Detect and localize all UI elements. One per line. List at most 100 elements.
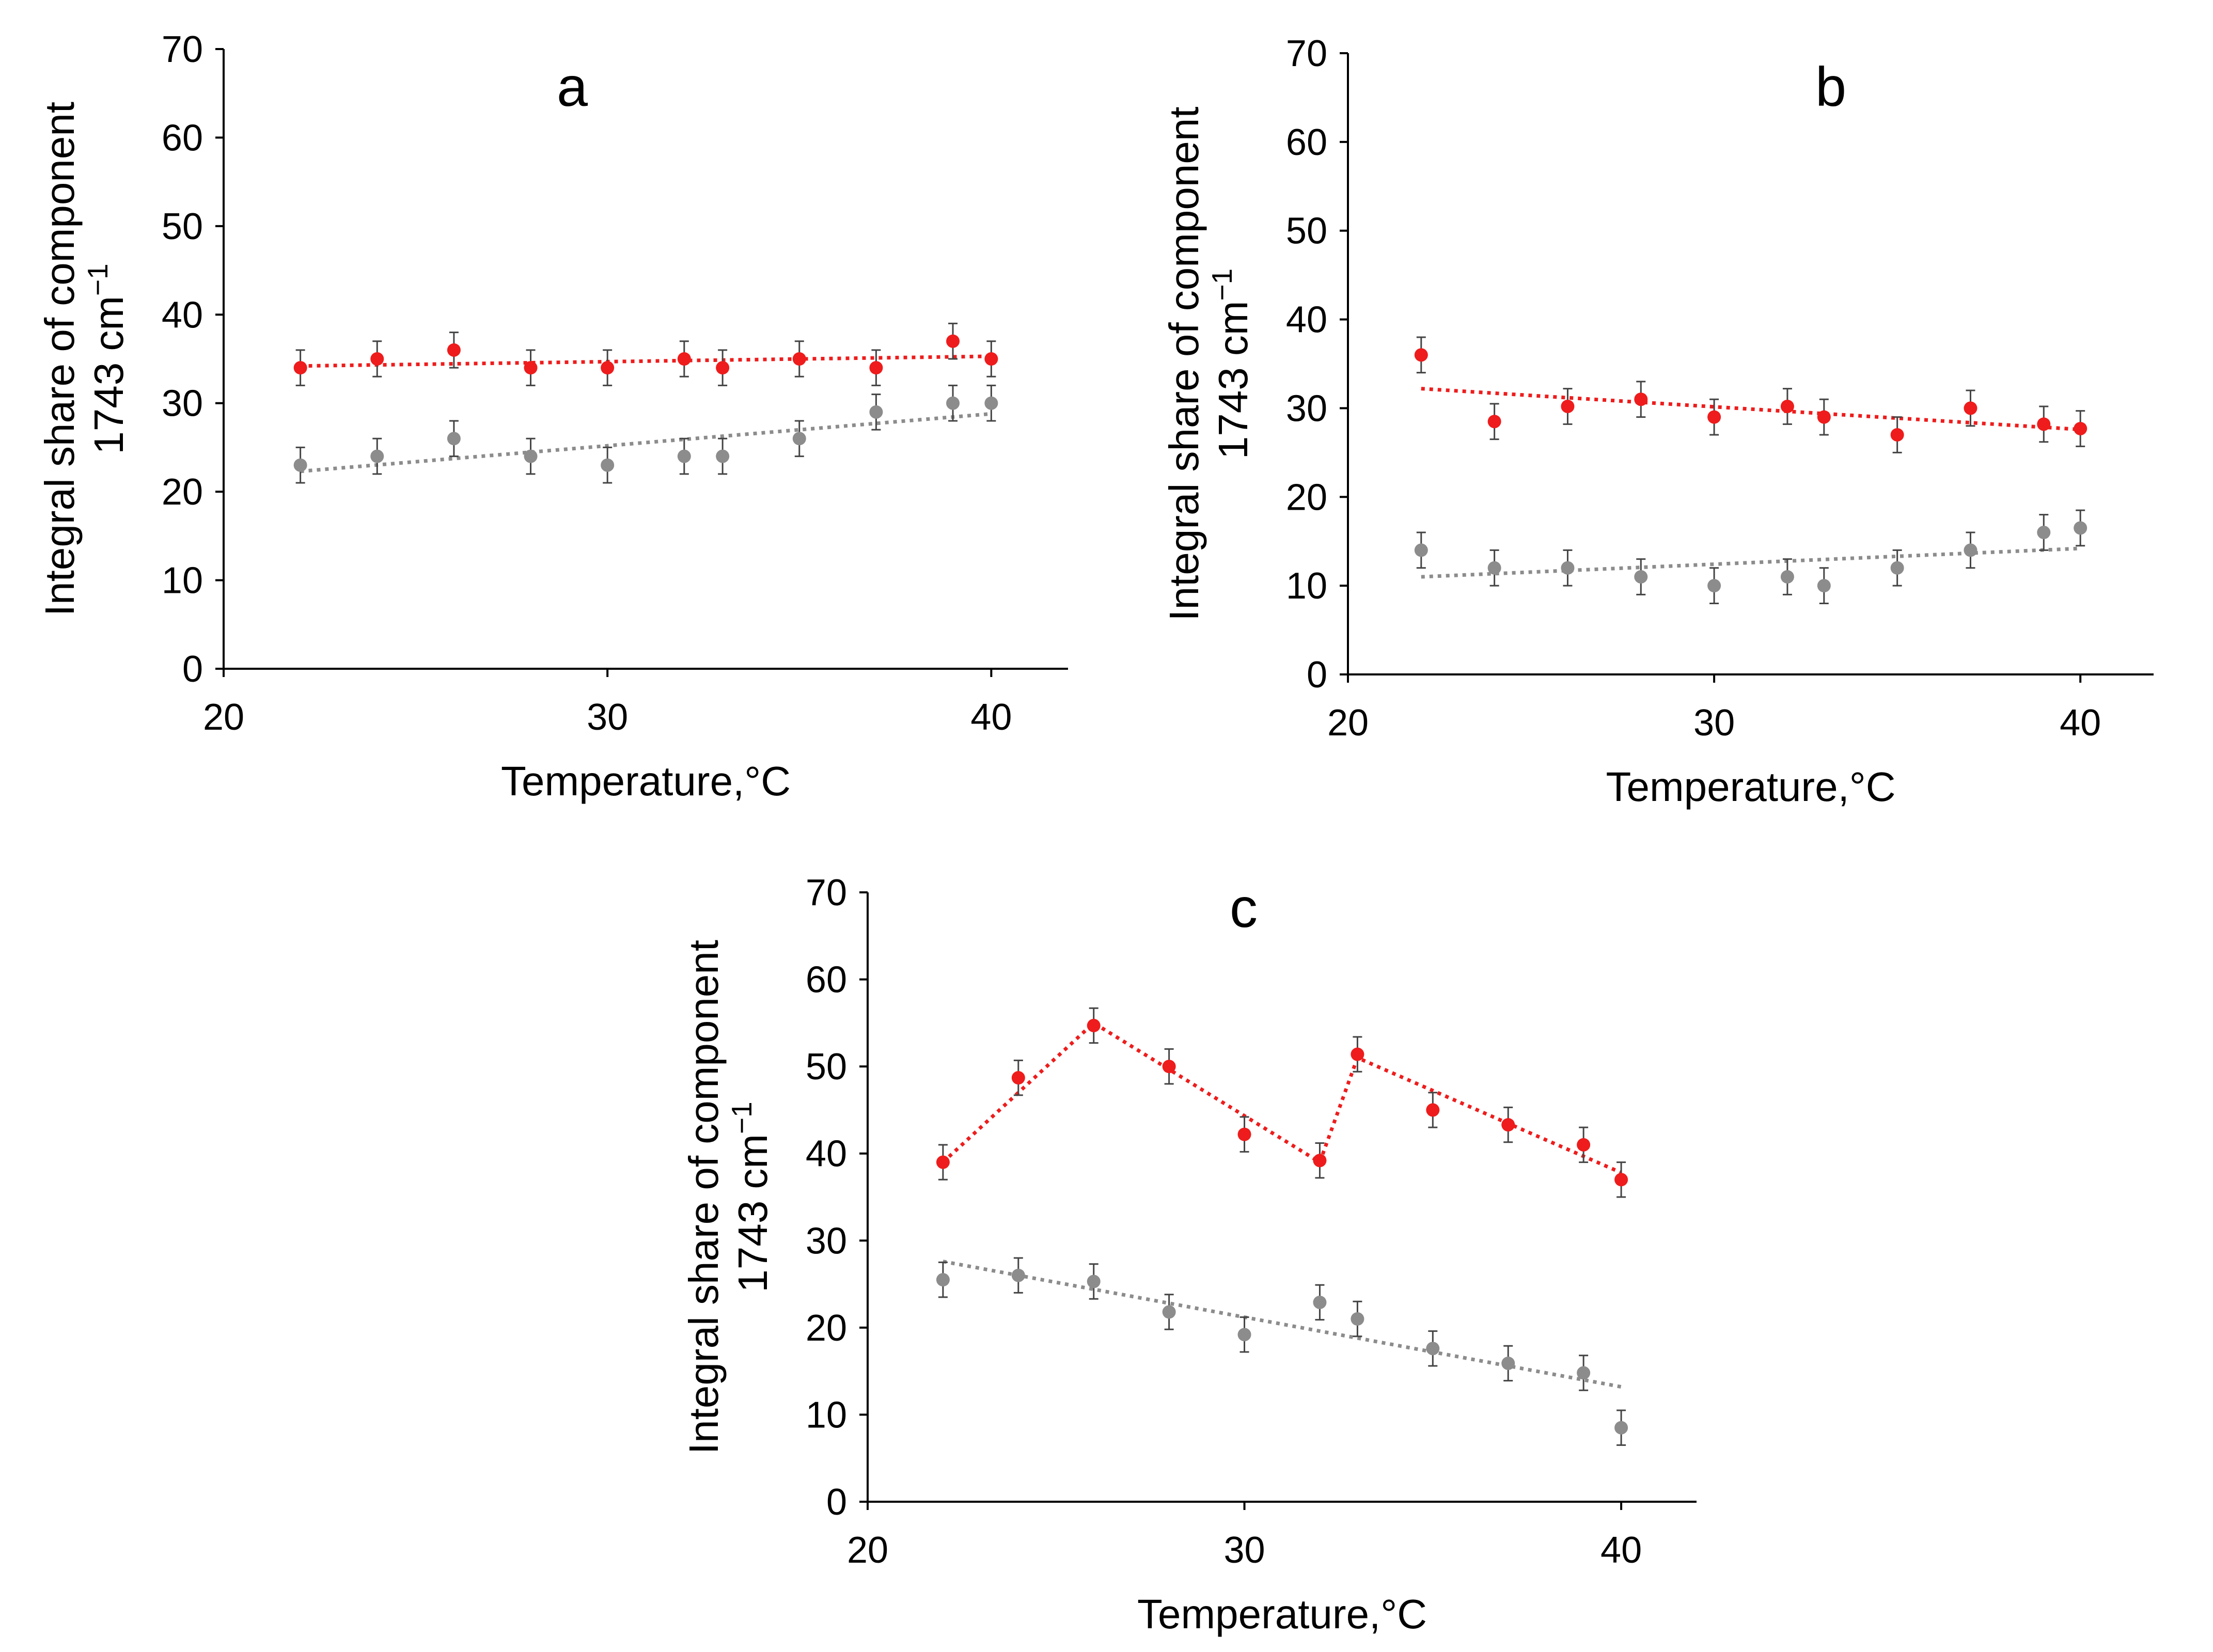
data-point-gray xyxy=(293,458,307,472)
y-axis-title-line2: 1743 cm xyxy=(1210,301,1256,459)
data-point-gray xyxy=(2037,526,2051,540)
data-point-red xyxy=(2074,421,2088,435)
data-point-red xyxy=(716,361,730,375)
data-point-gray xyxy=(677,449,691,463)
data-point-gray xyxy=(1964,543,1977,557)
data-point-red xyxy=(1964,401,1977,415)
data-point-gray xyxy=(1817,579,1831,593)
x-tick-label: 20 xyxy=(1327,702,1369,744)
data-point-gray xyxy=(1414,543,1428,557)
data-point-red xyxy=(1162,1060,1176,1074)
data-point-gray xyxy=(984,396,998,410)
chart-panel-b: b 0 10 20 30 40 50 60 70 20 30 40 Temperature,°C Int… xyxy=(1161,33,2154,810)
data-point-red xyxy=(601,361,615,375)
y-tick-label: 40 xyxy=(806,1134,847,1175)
data-point-red xyxy=(1890,428,1904,442)
y-tick-label: 0 xyxy=(826,1482,847,1523)
data-point-red xyxy=(293,361,307,375)
x-tick-label: 30 xyxy=(1693,702,1735,744)
data-point-red xyxy=(869,361,883,375)
x-tick-label: 20 xyxy=(847,1530,888,1571)
y-tick-label: 20 xyxy=(1286,477,1327,518)
data-point-red xyxy=(1487,415,1501,429)
data-point-red xyxy=(984,352,998,366)
data-point-red xyxy=(370,352,384,366)
x-axis-title: Temperature,°C xyxy=(1137,1591,1427,1637)
y-tick-label: 70 xyxy=(162,29,203,70)
data-point-red xyxy=(946,334,960,348)
data-point-gray xyxy=(1614,1421,1628,1435)
y-axis-title-line2: 1743 cm xyxy=(730,1134,776,1293)
y-tick-label: 10 xyxy=(162,560,203,602)
y-axis-title-line1: Integral share of component xyxy=(37,102,83,616)
trendline-red xyxy=(300,354,992,368)
x-tick-label: 20 xyxy=(203,697,244,738)
panel-label: a xyxy=(557,55,588,118)
data-point-gray xyxy=(946,396,960,410)
y-axis-title-line1: Integral share of component xyxy=(1161,106,1207,621)
trendline-gray xyxy=(1421,546,2081,579)
data-point-red xyxy=(524,361,538,375)
data-point-red xyxy=(1561,399,1575,413)
data-point-red xyxy=(1780,399,1794,413)
data-point-gray xyxy=(1780,570,1794,584)
data-point-gray xyxy=(2074,521,2088,535)
y-axis-title: Integral share of component1743 cm−1 xyxy=(37,102,132,616)
data-point-gray xyxy=(601,458,615,472)
y-tick-label: 20 xyxy=(162,471,203,513)
data-point-red xyxy=(1237,1127,1251,1141)
data-point-red xyxy=(936,1155,950,1169)
data-point-gray xyxy=(869,405,883,419)
data-point-red xyxy=(1577,1138,1591,1152)
data-point-gray xyxy=(1577,1366,1591,1380)
panel-label: c xyxy=(1230,876,1258,939)
y-tick-label: 50 xyxy=(1286,211,1327,252)
y-axis-title: Integral share of component1743 cm−1 xyxy=(1161,106,1256,621)
y-tick-label: 30 xyxy=(806,1220,847,1262)
data-point-red xyxy=(1351,1047,1364,1061)
y-tick-label: 30 xyxy=(1286,388,1327,429)
data-point-red xyxy=(1313,1154,1327,1168)
x-tick-label: 40 xyxy=(1600,1530,1642,1571)
x-tick-label: 30 xyxy=(1223,1530,1265,1571)
data-point-gray xyxy=(447,432,461,446)
data-point-gray xyxy=(1634,570,1648,584)
trendline-red xyxy=(1421,387,2081,432)
y-tick-label: 60 xyxy=(162,117,203,159)
chart-panel-a: a 0 10 20 30 40 50 60 70 20 30 40 Temperature,°C Int… xyxy=(37,29,1068,804)
data-point-red xyxy=(1414,348,1428,362)
x-tick-label: 30 xyxy=(587,697,628,738)
x-tick-label: 40 xyxy=(2060,702,2101,744)
y-axis-title-line1: Integral share of component xyxy=(681,940,727,1454)
data-point-red xyxy=(1614,1173,1628,1187)
data-point-gray xyxy=(1237,1328,1251,1342)
chart-panel-c: c 0 10 20 30 40 50 60 70 20 30 40 Temperature,°C Int… xyxy=(681,872,1697,1637)
data-point-gray xyxy=(1313,1295,1327,1309)
y-tick-label: 0 xyxy=(182,649,203,690)
x-axis-title: Temperature,°C xyxy=(1606,764,1895,810)
data-point-gray xyxy=(1561,561,1575,575)
y-tick-label: 70 xyxy=(806,872,847,914)
y-tick-label: 50 xyxy=(806,1046,847,1088)
y-tick-label: 40 xyxy=(1286,300,1327,341)
y-tick-label: 60 xyxy=(806,959,847,1001)
data-point-gray xyxy=(1426,1342,1440,1356)
y-tick-label: 20 xyxy=(806,1308,847,1349)
data-point-red xyxy=(1426,1103,1440,1117)
data-point-red xyxy=(1707,410,1721,424)
data-point-red xyxy=(792,352,806,366)
data-point-red xyxy=(1011,1071,1025,1085)
y-tick-label: 0 xyxy=(1307,654,1327,696)
data-point-gray xyxy=(716,449,730,463)
data-point-gray xyxy=(1351,1312,1364,1326)
y-axis-title-superscript: −1 xyxy=(726,1102,758,1134)
data-point-gray xyxy=(370,449,384,463)
y-tick-label: 40 xyxy=(162,294,203,336)
x-tick-label: 40 xyxy=(970,697,1012,738)
data-point-red xyxy=(1087,1018,1101,1032)
data-point-gray xyxy=(1487,561,1501,575)
data-point-gray xyxy=(936,1273,950,1287)
data-point-red xyxy=(677,352,691,366)
data-point-red xyxy=(1817,410,1831,424)
y-tick-label: 30 xyxy=(162,383,203,424)
